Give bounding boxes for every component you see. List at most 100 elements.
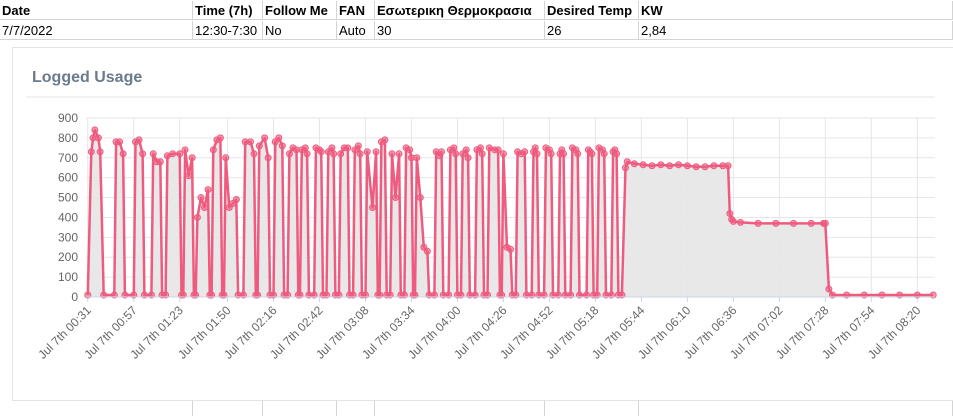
point	[185, 172, 193, 180]
point	[369, 204, 377, 211]
data-cell: 12:30-7:30	[193, 21, 263, 40]
point	[531, 144, 539, 152]
point	[438, 148, 446, 156]
point	[494, 146, 502, 154]
point	[285, 150, 293, 158]
point	[356, 150, 364, 158]
point	[169, 150, 177, 158]
point	[547, 150, 555, 158]
point	[623, 158, 631, 166]
point	[464, 154, 472, 162]
data-cell: No	[263, 21, 337, 40]
point	[533, 150, 541, 158]
header-cell: Desired Temp	[545, 1, 639, 20]
y-tick-label: 800	[58, 131, 78, 145]
point	[330, 150, 338, 158]
point	[710, 162, 718, 170]
point	[657, 161, 665, 169]
point	[630, 160, 638, 168]
y-tick-label: 500	[58, 191, 78, 205]
point	[423, 247, 431, 255]
point	[119, 150, 127, 158]
point	[232, 196, 240, 204]
point	[621, 164, 629, 172]
line	[86, 128, 934, 297]
point	[588, 150, 596, 158]
y-tick-label: 100	[58, 270, 78, 284]
point	[193, 213, 201, 221]
data-cell: 7/7/2022	[0, 21, 193, 40]
point	[416, 194, 424, 202]
point	[726, 209, 734, 217]
y-tick-label: 700	[58, 151, 78, 165]
chart: Logged Usage 0 100 200 300 400 500 600 700 800 90…	[26, 69, 937, 362]
point	[639, 161, 647, 169]
point	[413, 154, 421, 162]
point	[613, 150, 621, 158]
point	[675, 161, 683, 169]
point	[648, 162, 656, 170]
point	[261, 134, 269, 142]
point	[264, 154, 272, 162]
point	[754, 219, 762, 227]
header-cell: Εσωτερικη Θερμοκρασια	[375, 1, 545, 20]
point	[301, 144, 309, 152]
point	[91, 126, 99, 134]
point	[176, 150, 184, 158]
point	[317, 148, 325, 156]
point	[181, 146, 189, 154]
point	[275, 134, 283, 142]
point	[392, 194, 400, 202]
point	[600, 150, 608, 158]
point	[149, 150, 157, 158]
point	[96, 148, 104, 156]
point	[116, 138, 124, 146]
point	[450, 144, 458, 152]
y-tick-label: 300	[58, 230, 78, 244]
point	[328, 144, 336, 152]
data-cell: 26	[545, 21, 639, 40]
point	[337, 150, 345, 158]
point	[156, 158, 164, 166]
point	[507, 245, 514, 253]
y-tick-label: 400	[58, 210, 78, 224]
point	[188, 154, 196, 162]
point	[395, 150, 403, 158]
point	[246, 138, 254, 146]
point	[462, 146, 470, 154]
point	[201, 204, 209, 211]
point	[476, 144, 484, 152]
point	[499, 150, 507, 158]
chart-title: Logged Usage	[32, 69, 142, 86]
point	[736, 218, 744, 226]
point	[344, 144, 352, 152]
data-cell: Auto	[337, 21, 375, 40]
point	[135, 136, 143, 144]
point	[666, 162, 674, 170]
point	[197, 194, 205, 202]
point	[692, 163, 700, 171]
point	[250, 150, 258, 158]
point	[363, 148, 371, 156]
point	[825, 285, 833, 293]
point	[139, 150, 147, 158]
header-cell: Time (7h)	[193, 1, 263, 20]
point	[94, 134, 102, 142]
point	[790, 219, 797, 227]
point	[388, 150, 396, 158]
point	[381, 136, 389, 144]
point	[303, 150, 311, 158]
point	[560, 150, 568, 158]
point	[478, 150, 486, 158]
point	[729, 217, 737, 225]
point	[574, 150, 582, 158]
data-cell: 30	[375, 21, 545, 40]
point	[209, 146, 217, 154]
point	[87, 148, 95, 156]
point	[724, 162, 732, 170]
point	[204, 186, 212, 194]
point	[372, 148, 380, 156]
point	[278, 142, 286, 150]
y-tick-label: 900	[58, 111, 78, 125]
